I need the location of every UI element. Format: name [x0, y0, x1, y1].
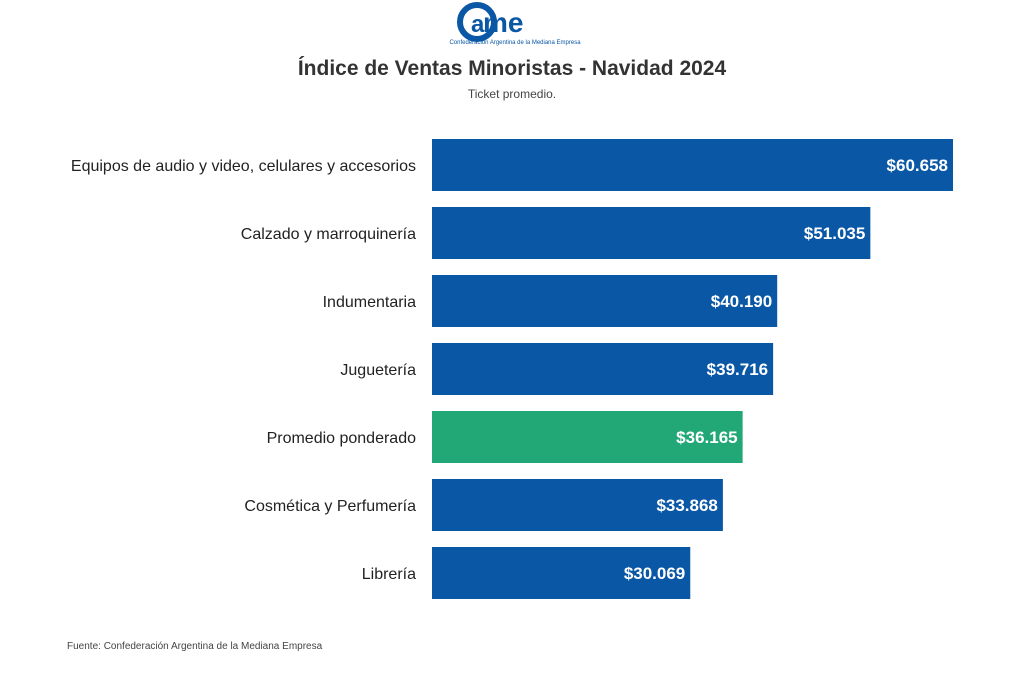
- value-label: $60.658: [887, 156, 948, 175]
- value-label: $51.035: [804, 224, 865, 243]
- value-label: $33.868: [656, 496, 717, 515]
- source-note: Fuente: Confederación Argentina de la Me…: [67, 641, 323, 652]
- chart-title: Índice de Ventas Minoristas - Navidad 20…: [297, 57, 727, 80]
- value-label: $30.069: [624, 564, 685, 583]
- category-label: Juguetería: [340, 362, 416, 379]
- bar: [432, 479, 723, 531]
- bar: [432, 207, 871, 259]
- came-logo: me a: [457, 2, 523, 42]
- bar: [432, 343, 774, 395]
- category-label: Promedio ponderado: [267, 430, 417, 447]
- bar: [432, 411, 743, 463]
- bar: [432, 275, 778, 327]
- category-label: Indumentaria: [323, 294, 416, 311]
- chart-subtitle: Ticket promedio.: [467, 87, 557, 101]
- bar: [432, 139, 953, 191]
- category-label: Cosmética y Perfumería: [244, 498, 416, 515]
- bar: [432, 547, 691, 599]
- svg-text:a: a: [471, 11, 485, 38]
- value-label: $39.716: [707, 360, 768, 379]
- svg-text:me: me: [483, 7, 523, 38]
- category-label: Calzado y marroquinería: [241, 226, 416, 243]
- value-label: $40.190: [711, 292, 772, 311]
- logo-tagline: Confederación Argentina de la Mediana Em…: [449, 40, 581, 46]
- value-label: $36.165: [676, 428, 737, 447]
- category-label: Equipos de audio y video, celulares y ac…: [71, 158, 416, 175]
- category-label: Librería: [362, 566, 416, 583]
